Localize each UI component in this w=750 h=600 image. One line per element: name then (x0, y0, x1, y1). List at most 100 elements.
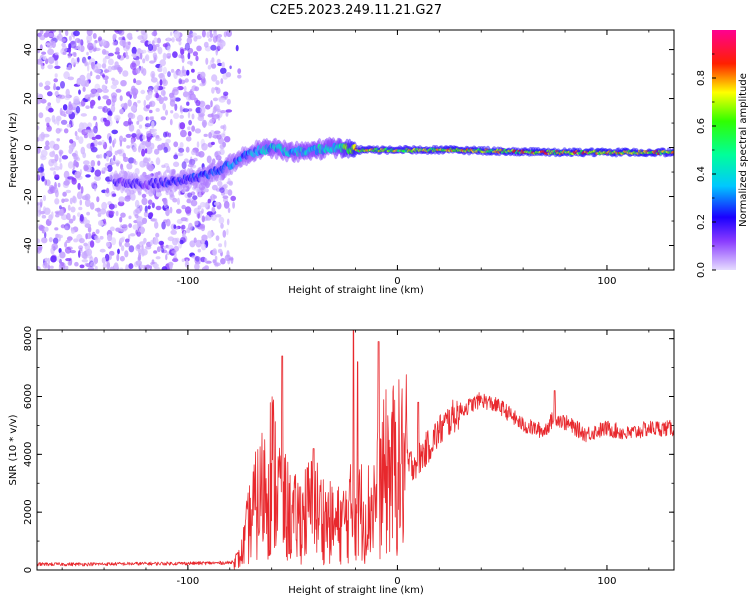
spectrogram-noise-cell (58, 233, 61, 242)
spectrogram-noise-cell (138, 227, 146, 233)
spectrogram-noise-cell (52, 237, 59, 245)
spectrogram-noise-cell (112, 193, 117, 197)
spectrogram-noise-cell (150, 70, 156, 79)
spectrogram-noise-cell (155, 157, 161, 166)
spectrogram-noise-cell (107, 58, 114, 66)
spectrogram-noise-cell (96, 88, 103, 93)
spectrogram-noise-cell (82, 86, 86, 92)
spectrogram-noise-cell (145, 104, 151, 109)
spectrogram-noise-cell (60, 119, 68, 125)
spectrogram-noise-cell (156, 97, 162, 102)
spectrogram-noise-cell (200, 71, 206, 79)
spectrogram-noise-cell (208, 132, 213, 139)
spectrogram-noise-cell (86, 51, 89, 56)
spectrogram-noise-cell (222, 124, 227, 132)
spectrogram-noise-cell (50, 255, 57, 263)
spectrogram-noise-cell (212, 97, 219, 102)
spectrogram-noise-cell (37, 147, 41, 154)
spectrogram-noise-cell (141, 148, 146, 157)
spectrogram-noise-cell (220, 223, 224, 229)
spectrogram-noise-cell (210, 44, 217, 51)
spectrogram-noise-cell (77, 212, 81, 217)
spectrogram-noise-cell (81, 259, 89, 263)
spectrogram-noise-cell (169, 261, 173, 270)
spectrogram-noise-cell (119, 95, 123, 102)
spectrogram-noise-cell (65, 88, 70, 97)
x-tick-label: 0 (394, 576, 400, 587)
spectrogram-noise-cell (184, 78, 189, 83)
spectrogram-noise-cell (90, 142, 95, 150)
spectrogram-noise-cell (68, 35, 72, 41)
spectrogram-noise-cell (143, 211, 149, 218)
spectrogram-noise-cell (53, 143, 60, 151)
spectrogram-noise-cell (187, 111, 191, 119)
spectrogram-noise-cell (68, 104, 73, 111)
spectrogram-noise-cell (155, 232, 160, 238)
snr-y-axis-label: SNR (10 * v/v) (8, 414, 19, 485)
spectrogram-noise-cell (166, 165, 171, 173)
spectrogram-noise-cell (154, 148, 160, 155)
spectrogram-noise-cell (217, 41, 220, 46)
spectrogram-noise-cell (111, 129, 118, 135)
spectrogram-noise-cell (149, 100, 156, 108)
spectrogram-noise-cell (61, 155, 69, 160)
spectrogram-noise-cell (149, 109, 153, 114)
spectrogram-noise-cell (59, 251, 66, 259)
spectrogram-noise-cell (78, 136, 84, 145)
spectrogram-noise-cell (221, 40, 226, 47)
spectrogram-noise-cell (173, 30, 180, 39)
spectrogram-noise-cell (125, 264, 129, 270)
spectrogram-noise-cell (201, 208, 204, 214)
spectrogram-noise-cell (118, 68, 122, 75)
x-tick-label: -100 (177, 576, 200, 587)
spectrogram-noise-cell (47, 48, 54, 55)
spectrogram-noise-cell (165, 109, 168, 116)
spectrogram-noise-cell (108, 210, 115, 215)
spectrogram-noise-cell (188, 119, 193, 126)
spectrogram-noise-cell (64, 241, 68, 248)
spectrogram-noise-cell (57, 182, 61, 188)
spectrogram-noise-cell (79, 78, 86, 85)
spectrogram-noise-cell (84, 219, 91, 225)
spectrogram-noise-cell (210, 141, 215, 146)
spectrogram-noise-cell (179, 142, 184, 149)
spectrogram-noise-cell (104, 55, 111, 60)
spectrogram-noise-cell (44, 178, 47, 186)
spectrogram-noise-cell (128, 113, 136, 120)
spectrogram-noise-cell (153, 37, 158, 44)
y-tick-label: 0 (23, 567, 34, 573)
colorbar-tick-label: 0.0 (696, 262, 707, 278)
spectrogram-noise-cell (115, 210, 119, 217)
colorbar-ticks: 0.0 0.2 0.4 0.6 0.8 (696, 53, 716, 278)
spectrogram-noise-cell (126, 145, 131, 149)
spectrogram-noise-cell (44, 80, 51, 86)
spectrogram-noise-cell (191, 149, 196, 156)
spectrogram-noise-cell (201, 119, 207, 128)
spectrogram-noise-cell (80, 186, 84, 194)
spectrogram-noise-cell (101, 63, 107, 69)
spectrogram-noise-cell (119, 139, 123, 147)
spectrogram-noise-cell (47, 32, 54, 38)
spectrogram-noise-cell (43, 32, 49, 38)
spectrogram-noise-cell (225, 109, 233, 113)
spectrogram-noise-cell (97, 106, 104, 110)
spectrogram-noise-cell (139, 49, 144, 53)
spectrogram-noise-cell (53, 78, 58, 83)
spectrogram-noise-cell (143, 237, 147, 244)
spectrogram-noise-cell (191, 32, 197, 37)
spectrogram-noise-cell (162, 52, 167, 61)
spectrogram-noise-cell (76, 191, 83, 200)
spectrogram-noise-cell (211, 87, 215, 94)
colorbar: 0.0 0.2 0.4 0.6 0.8 Normalized spectral ampl… (696, 30, 749, 278)
spectrogram-noise-cell (45, 179, 51, 187)
spectrogram-noise-cell (169, 206, 173, 214)
spectrogram-noise-cell (187, 126, 191, 131)
spectrogram-noise-cell (215, 235, 220, 241)
spectrogram-noise-cell (196, 141, 200, 148)
spectrogram-noise-cell (158, 240, 165, 246)
spectrogram-noise-cell (167, 245, 174, 250)
spectrogram-noise-cell (237, 68, 242, 74)
spectrogram-noise-cell (161, 247, 165, 253)
spectrogram-noise-cell (119, 39, 127, 47)
spectrogram-noise-cell (75, 135, 80, 141)
